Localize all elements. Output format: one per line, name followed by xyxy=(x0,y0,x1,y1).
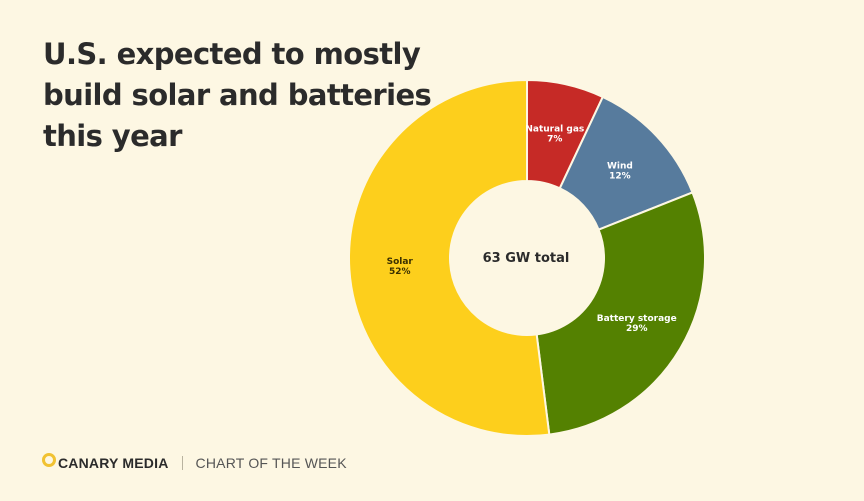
chart-title-line-1: U.S. expected to mostly xyxy=(43,37,421,71)
chart-title-line-2: build solar and batteries xyxy=(43,78,432,112)
slice-battery-storage xyxy=(535,191,706,436)
slice-percent-battery-storage: 29% xyxy=(626,324,648,334)
chart-title: U.S. expected to mostly build solar and … xyxy=(43,34,432,157)
chart-title-line-3: this year xyxy=(43,119,182,153)
brand-name: CANARY MEDIA xyxy=(58,455,169,471)
donut-center-label: 63 GW total xyxy=(483,251,570,266)
slice-percent-natural-gas: 7% xyxy=(547,135,562,145)
slice-percent-wind: 12% xyxy=(609,172,631,182)
slice-solar xyxy=(348,78,551,437)
footer-tagline: CHART OF THE WEEK xyxy=(195,455,347,471)
slice-percent-solar: 52% xyxy=(389,267,411,277)
slice-label-battery-storage: Battery storage xyxy=(597,314,677,324)
slice-label-solar: Solar xyxy=(387,257,414,267)
canary-logo-icon xyxy=(42,453,56,467)
footer-divider xyxy=(181,456,183,470)
slice-wind xyxy=(558,95,694,231)
slice-label-wind: Wind xyxy=(607,162,633,172)
donut-slices xyxy=(348,78,706,437)
slice-label-natural-gas: Natural gas xyxy=(525,125,584,135)
footer: CANARY MEDIA CHART OF THE WEEK xyxy=(42,451,347,475)
